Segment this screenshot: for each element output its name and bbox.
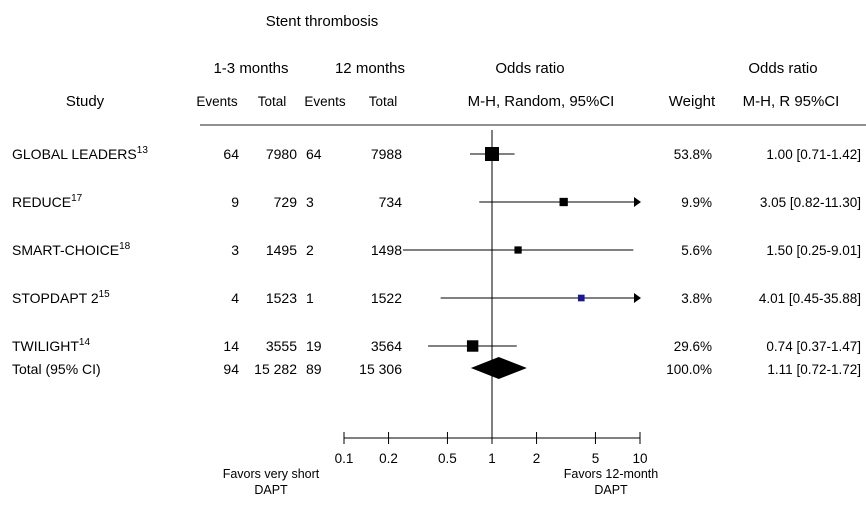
study-or-label: 1.50 [0.25-9.01] — [766, 243, 861, 258]
total-events1: 94 — [223, 361, 239, 377]
study-events2: 1 — [306, 290, 314, 306]
study-row: SMART-CHOICE18 3 1495 2 1498 5.6% 1.50 [0.25-9… — [12, 241, 861, 258]
study-or-label: 0.74 [0.37-1.47] — [766, 339, 861, 354]
study-reference: 17 — [71, 193, 83, 204]
point-estimate-square — [559, 197, 568, 207]
total2-column-header: Total — [369, 94, 398, 109]
study-total2: 1522 — [371, 290, 402, 306]
chart-title: Stent thrombosis — [266, 13, 379, 30]
study-row: GLOBAL LEADERS13 64 7980 64 7988 53.8% 1.00 [0… — [12, 145, 861, 162]
point-estimate-square — [466, 340, 479, 352]
study-events2: 2 — [306, 242, 314, 258]
point-estimate-square — [485, 147, 499, 161]
ci-arrow — [634, 197, 641, 207]
study-total1: 3555 — [266, 338, 297, 354]
study-or-label: 4.01 [0.45-35.88] — [759, 291, 861, 306]
study-events1: 3 — [231, 242, 239, 258]
total-total1: 15 282 — [254, 361, 297, 377]
study-or-label: 1.00 [0.71-1.42] — [766, 147, 861, 162]
x-tick-label: 10 — [632, 451, 647, 466]
total-row: Total (95% CI) 94 15 282 89 15 306 100.0… — [12, 357, 861, 379]
favors-right-line1: Favors 12-month — [564, 467, 659, 481]
study-events2: 64 — [306, 146, 322, 162]
point-estimate-square — [577, 294, 585, 302]
favors-left-line2: DAPT — [254, 483, 288, 497]
study-reference: 15 — [99, 289, 111, 300]
weight-column-header: Weight — [669, 93, 716, 110]
study-total2: 734 — [379, 194, 403, 210]
study-row: STOPDAPT 215 4 1523 1 1522 3.8% 4.01 [0.45-35.… — [12, 289, 861, 306]
total-label: Total (95% CI) — [12, 361, 101, 377]
study-reference: 14 — [79, 337, 91, 348]
study-total1: 1523 — [266, 290, 297, 306]
x-axis: 0.1 0.2 0.5 1 2 5 10 — [335, 432, 648, 466]
study-name: SMART-CHOICE18 — [12, 241, 131, 258]
study-total2: 7988 — [371, 146, 402, 162]
total-total2: 15 306 — [359, 361, 402, 377]
x-tick-label: 0.2 — [379, 451, 398, 466]
study-weight: 5.6% — [681, 243, 712, 258]
study-name: GLOBAL LEADERS13 — [12, 145, 148, 162]
group-header-1-3-months: 1-3 months — [213, 60, 288, 77]
favors-left-line1: Favors very short — [223, 467, 320, 481]
study-name: STOPDAPT 215 — [12, 289, 110, 306]
study-total2: 1498 — [371, 242, 402, 258]
study-total2: 3564 — [371, 338, 402, 354]
study-weight: 29.6% — [674, 339, 712, 354]
favors-right-line2: DAPT — [594, 483, 628, 497]
study-name: TWILIGHT14 — [12, 337, 90, 354]
x-tick-label: 0.5 — [438, 451, 457, 466]
study-row: TWILIGHT14 14 3555 19 3564 29.6% 0.74 [0.37-1.… — [12, 337, 861, 354]
total-or-label: 1.11 [0.72-1.72] — [767, 362, 861, 377]
x-tick-label: 5 — [592, 451, 600, 466]
or2-method-header: M-H, R 95%CI — [743, 93, 840, 110]
study-events1: 4 — [231, 290, 239, 306]
events1-column-header: Events — [196, 94, 238, 109]
study-weight: 53.8% — [674, 147, 712, 162]
study-reference: 18 — [119, 241, 131, 252]
study-events1: 9 — [231, 194, 239, 210]
total-events2: 89 — [306, 361, 322, 377]
or-title-header: Odds ratio — [495, 60, 564, 77]
study-events2: 3 — [306, 194, 314, 210]
total-diamond — [470, 357, 527, 379]
study-row: REDUCE17 9 729 3 734 9.9% 3.05 [0.82-11.30] — [12, 193, 861, 210]
x-tick-label: 1 — [488, 451, 496, 466]
study-events1: 64 — [223, 146, 239, 162]
x-tick-label: 2 — [533, 451, 541, 466]
study-weight: 3.8% — [681, 291, 712, 306]
study-column-header: Study — [66, 93, 105, 110]
study-rows: GLOBAL LEADERS13 64 7980 64 7988 53.8% 1.00 [0… — [12, 145, 861, 354]
total1-column-header: Total — [258, 94, 287, 109]
total-weight: 100.0% — [666, 362, 712, 377]
study-events1: 14 — [223, 338, 239, 354]
ci-arrow — [634, 293, 641, 303]
study-total1: 1495 — [266, 242, 297, 258]
study-total1: 7980 — [266, 146, 297, 162]
group-header-12-months: 12 months — [335, 60, 405, 77]
or-method-header: M-H, Random, 95%CI — [468, 93, 615, 110]
study-weight: 9.9% — [681, 195, 712, 210]
events2-column-header: Events — [304, 94, 346, 109]
point-estimate-square — [514, 246, 522, 254]
study-events2: 19 — [306, 338, 322, 354]
study-total1: 729 — [274, 194, 298, 210]
study-reference: 13 — [137, 145, 149, 156]
study-name: REDUCE17 — [12, 193, 83, 210]
or2-title-header: Odds ratio — [748, 60, 817, 77]
x-tick-label: 0.1 — [335, 451, 354, 466]
study-or-label: 3.05 [0.82-11.30] — [760, 195, 861, 210]
